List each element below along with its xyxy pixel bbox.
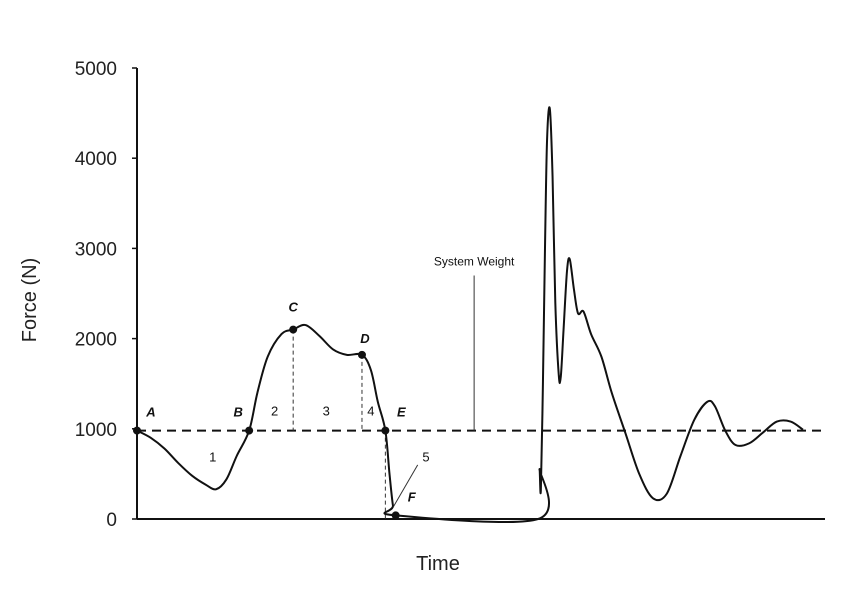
phase-2-label: 2 bbox=[271, 403, 278, 418]
phase-4-label: 4 bbox=[367, 403, 374, 418]
phase-5-leader bbox=[393, 464, 419, 507]
point-d-label: D bbox=[360, 331, 370, 346]
point-a-marker bbox=[133, 426, 141, 435]
y-ticks: 0 1000 2000 3000 4000 5000 bbox=[75, 59, 137, 531]
y-tick-label: 5000 bbox=[75, 59, 117, 80]
y-tick-label: 1000 bbox=[75, 420, 117, 441]
point-f-label: F bbox=[408, 489, 417, 504]
point-a-label: A bbox=[145, 405, 155, 420]
y-tick-label: 0 bbox=[106, 510, 117, 531]
y-axis-title: Force (N) bbox=[19, 258, 41, 342]
force-series-line bbox=[136, 106, 804, 524]
point-e-label: E bbox=[397, 405, 406, 420]
y-tick-label: 4000 bbox=[75, 149, 117, 170]
system-weight-label: System Weight bbox=[434, 254, 515, 268]
point-b-marker bbox=[245, 426, 254, 435]
point-f-marker bbox=[391, 511, 400, 520]
phase-3-label: 3 bbox=[323, 403, 330, 418]
point-d-marker bbox=[357, 350, 366, 359]
plot-area: System Weight A B C D E F 1 2 3 4 5 bbox=[133, 68, 825, 524]
phase-1-label: 1 bbox=[209, 449, 216, 464]
point-c-marker bbox=[289, 325, 298, 334]
y-tick-label: 3000 bbox=[75, 239, 117, 260]
point-e-marker bbox=[381, 426, 390, 435]
point-c-label: C bbox=[288, 300, 298, 315]
x-axis-title: Time bbox=[416, 553, 460, 575]
phase-5-label: 5 bbox=[422, 449, 429, 464]
y-tick-label: 2000 bbox=[75, 330, 117, 351]
point-b-label: B bbox=[233, 405, 242, 420]
